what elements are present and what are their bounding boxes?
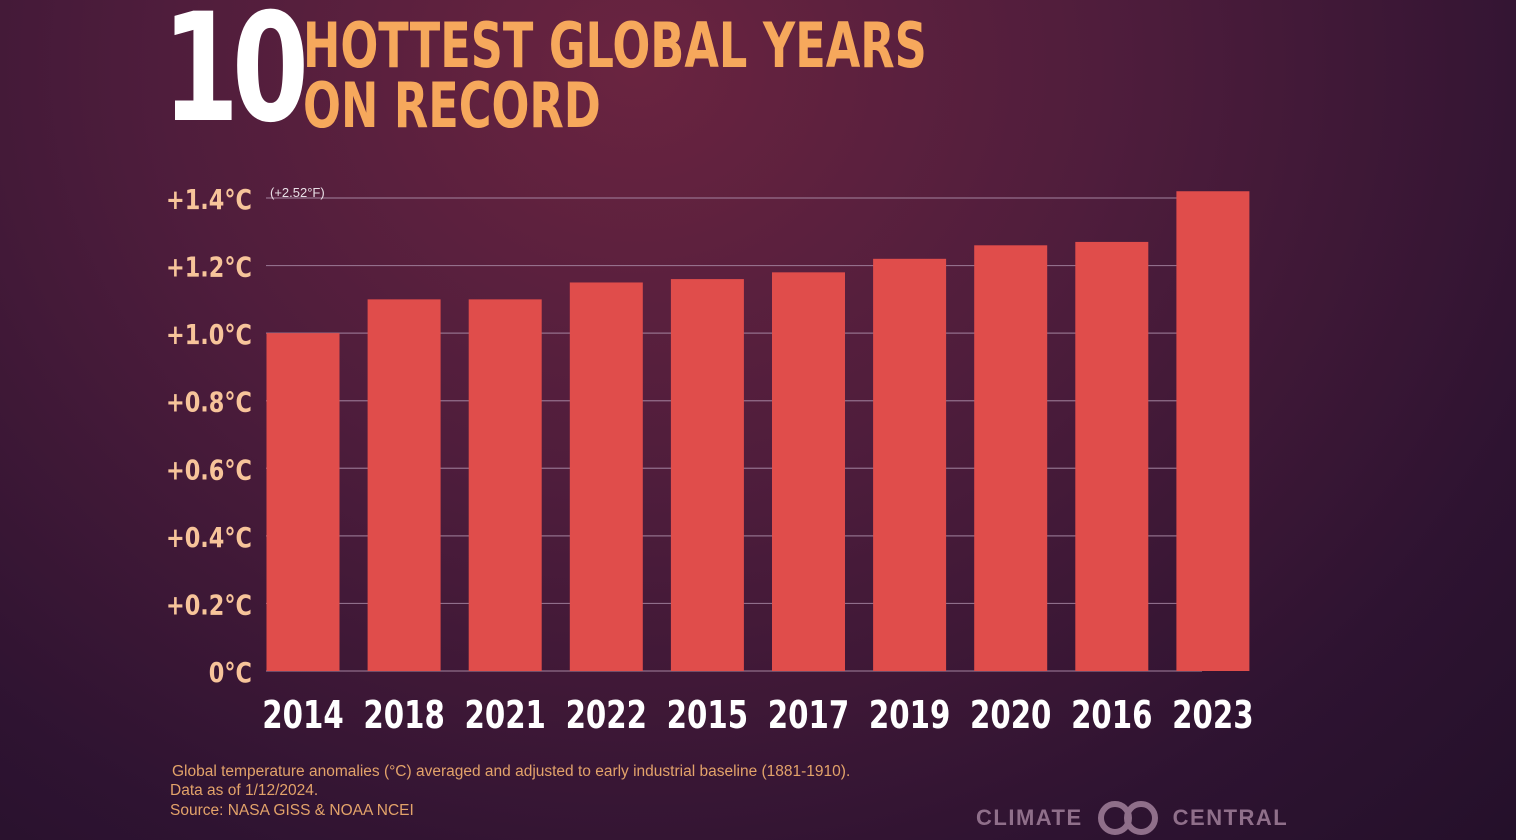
climate-central-logo: CLIMATE CENTRAL xyxy=(976,798,1288,838)
y-tick-label: +1.4°C xyxy=(166,182,252,215)
x-tick-label: 2023 xyxy=(1172,693,1253,737)
title-number: 10 xyxy=(162,0,309,156)
title-line-1: HOTTEST GLOBAL YEARS xyxy=(303,9,927,82)
y-tick-label: +1.2°C xyxy=(166,250,252,283)
bar-chart: 0°C +0.2°C +0.4°C +0.6°C +0.8°C +1.0°C +1.2°C +… xyxy=(165,182,1253,737)
y-tick-label: +0.8°C xyxy=(166,385,252,418)
x-tick-label: 2020 xyxy=(970,693,1051,737)
x-tick-label: 2014 xyxy=(262,693,343,737)
footnote-date: Data as of 1/12/2024. xyxy=(170,782,319,799)
y-tick-label: +0.4°C xyxy=(166,520,252,553)
bar-2015 xyxy=(670,279,744,671)
x-tick-label: 2019 xyxy=(869,693,950,737)
title-line-2: ON RECORD xyxy=(303,69,601,142)
bar-2021 xyxy=(468,299,542,671)
bar-2018 xyxy=(367,299,441,671)
logo-text-left: CLIMATE xyxy=(976,805,1083,830)
bar-2023 xyxy=(1176,191,1250,671)
bar-2014 xyxy=(266,333,340,671)
x-tick-label: 2022 xyxy=(566,693,647,737)
footnote-description: Global temperature anomalies (°C) averag… xyxy=(172,763,851,780)
x-tick-label: 2021 xyxy=(464,693,545,737)
x-tick-label: 2017 xyxy=(768,693,849,737)
y-tick-label: +1.0°C xyxy=(166,318,252,351)
chart-annotation: (+2.52°F) xyxy=(270,185,325,200)
bar-2020 xyxy=(974,245,1048,672)
logo-text-right: CENTRAL xyxy=(1172,805,1289,830)
bar-2016 xyxy=(1075,241,1149,671)
bar-2022 xyxy=(569,282,643,671)
x-tick-label: 2018 xyxy=(363,693,444,737)
x-tick-label: 2015 xyxy=(667,693,748,737)
bar-2019 xyxy=(873,258,947,671)
logo-rings-icon xyxy=(1097,801,1158,835)
footnote-source: Source: NASA GISS & NOAA NCEI xyxy=(170,802,414,819)
y-tick-label: 0°C xyxy=(209,655,252,688)
y-tick-label: +0.2°C xyxy=(166,588,252,621)
y-tick-label: +0.6°C xyxy=(166,453,252,486)
x-tick-label: 2016 xyxy=(1071,693,1152,737)
bar-2017 xyxy=(772,272,845,671)
